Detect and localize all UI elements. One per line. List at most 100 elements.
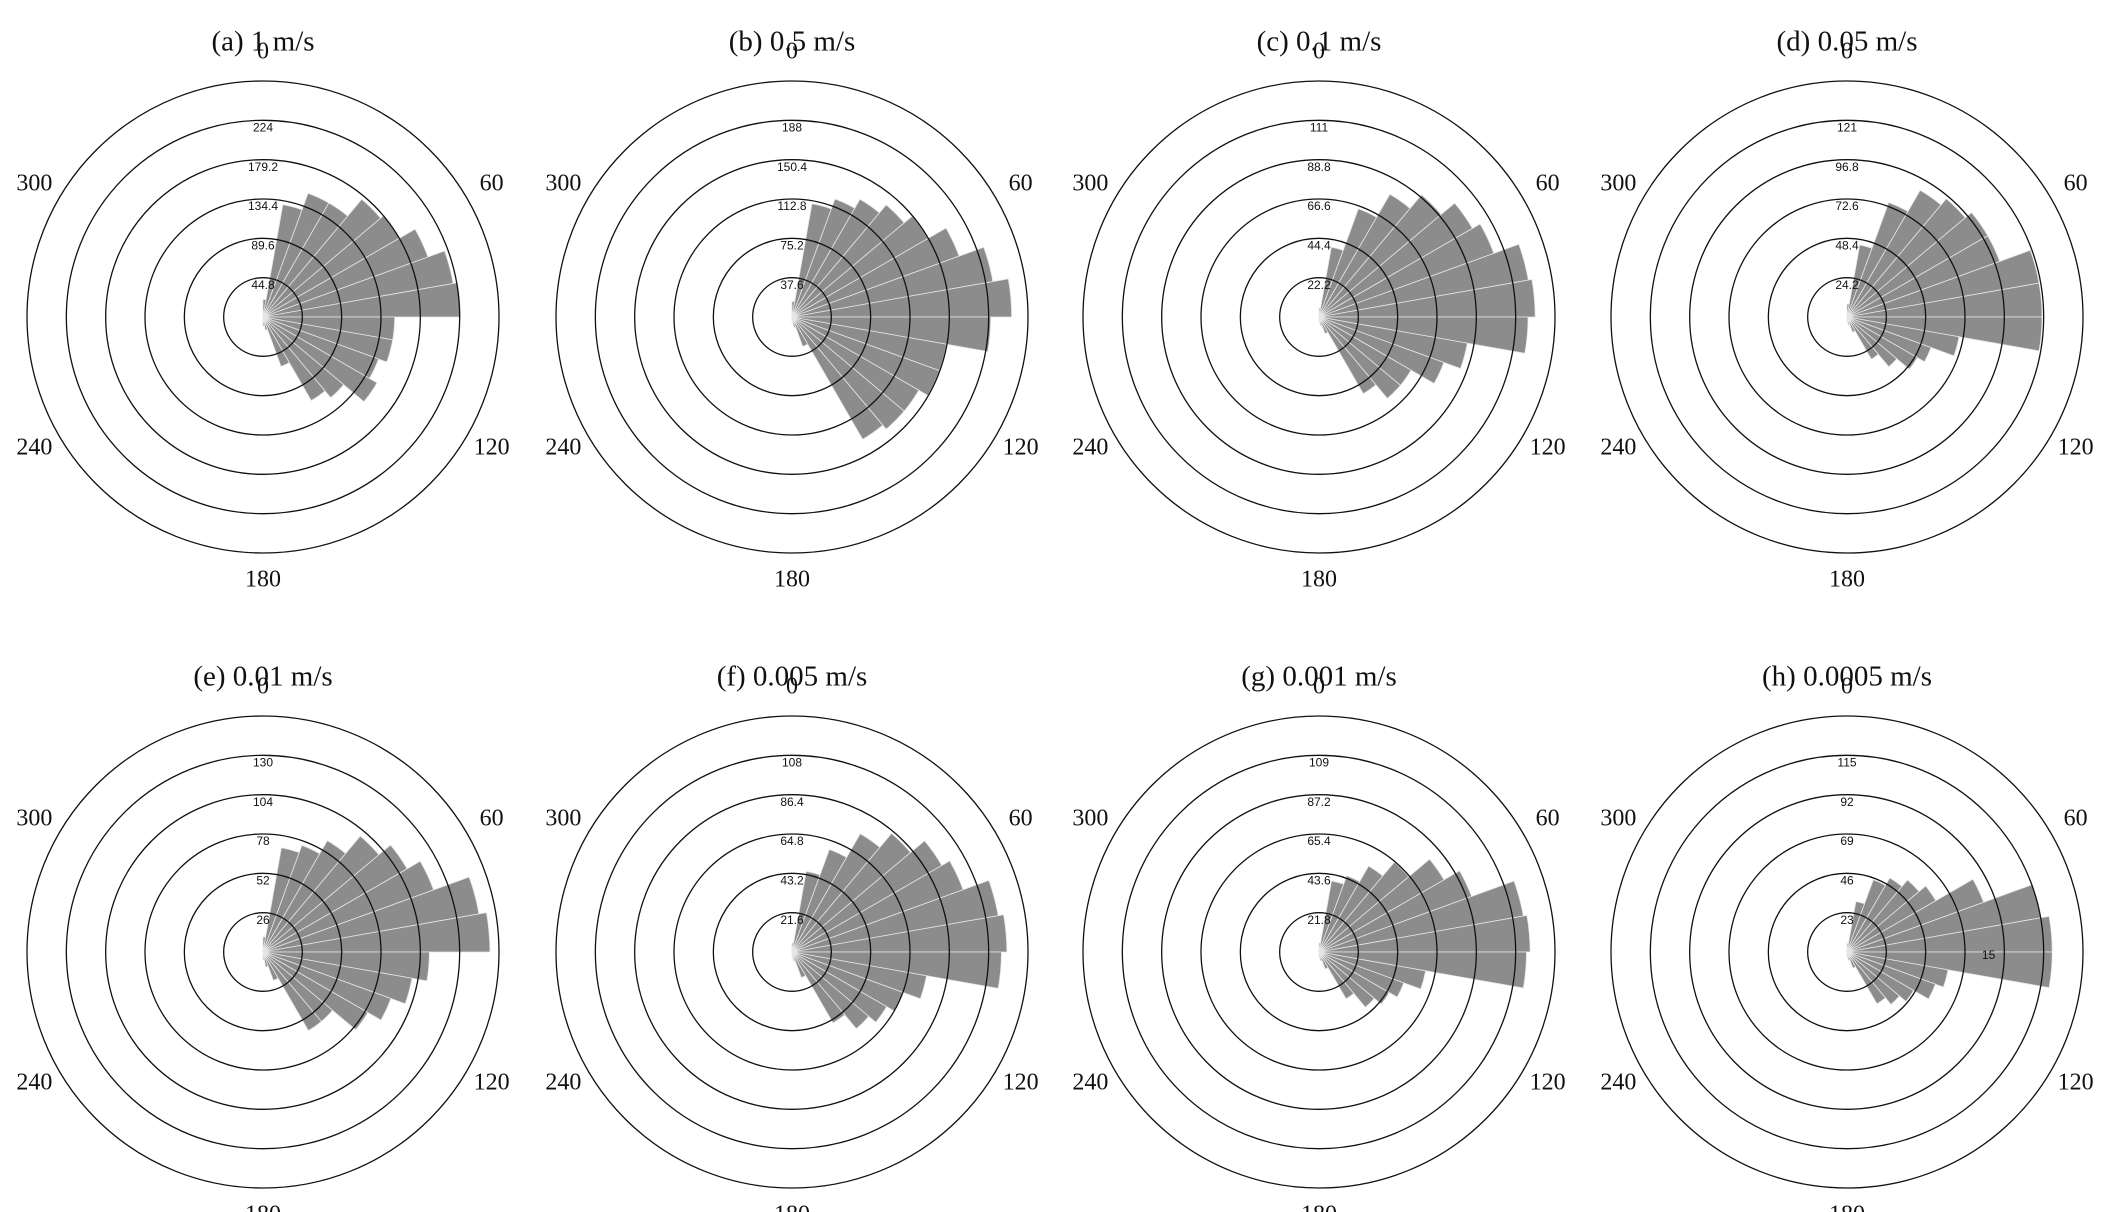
grid-ring: [1279, 912, 1359, 992]
grid-ring: [183, 237, 343, 397]
angle-tick-label: 180: [1829, 567, 1865, 593]
angle-tick-label: 180: [1301, 1202, 1337, 1212]
radial-tick-label: 72.6: [1835, 199, 1859, 213]
outer-circle: [1082, 80, 1556, 554]
wedge: [1318, 951, 1427, 990]
grid-ring: [634, 159, 950, 475]
wedge: [791, 951, 888, 1023]
wedge: [1318, 951, 1405, 998]
radial-tick-label: 112.8: [777, 199, 806, 213]
wedge: [1846, 316, 1918, 370]
radial-tick-label: 75.2: [780, 239, 804, 253]
wedge: [262, 316, 290, 368]
angle-tick-label: 60: [1009, 806, 1033, 832]
angle-tick-label: 240: [1072, 435, 1108, 461]
wedge: [1846, 316, 1932, 363]
radial-tick-label: 88.8: [1307, 160, 1331, 174]
chart-title: (a) 1 m/s: [211, 26, 314, 58]
angle-tick-label: 180: [1829, 1202, 1865, 1212]
radial-tick-label: 179.2: [248, 160, 278, 174]
angle-tick-label: 300: [1600, 171, 1636, 197]
grid-ring: [1200, 198, 1438, 436]
radial-tick-label: 224: [253, 121, 273, 135]
wedge: [791, 951, 794, 958]
angle-tick-label: 120: [474, 435, 510, 461]
wedge: [262, 316, 378, 403]
radial-tick-label: 150.4: [777, 160, 807, 174]
radial-tick-label: 111: [1310, 121, 1329, 135]
grid-ring: [65, 754, 461, 1150]
wedge: [791, 278, 1013, 318]
wedge: [1846, 951, 1857, 969]
wedge: [1846, 951, 1936, 1000]
wedge: [1846, 951, 1849, 958]
grid-ring: [1121, 119, 1517, 515]
radial-tick-label: 188: [782, 121, 802, 135]
wedge: [1318, 316, 1377, 395]
radial-tick-label: 104: [253, 795, 273, 809]
wedge: [1318, 914, 1531, 953]
angle-tick-label: 120: [1003, 435, 1039, 461]
radial-tick-label: 21.8: [1307, 913, 1331, 927]
angle-tick-label: 300: [16, 171, 52, 197]
angle-tick-label: 180: [245, 1202, 281, 1212]
wedge: [262, 951, 269, 968]
angle-tick-label: 240: [16, 435, 52, 461]
angle-tick-label: 300: [1072, 171, 1108, 197]
radial-tick-label: 43.6: [1307, 874, 1331, 888]
radial-tick-label: 64.8: [780, 834, 804, 848]
wedge: [1846, 951, 1887, 1005]
chart-title: (e) 0.01 m/s: [193, 661, 332, 693]
angle-tick-label: 0: [1841, 39, 1853, 65]
wedge: [262, 951, 265, 960]
grid-ring: [1121, 754, 1517, 1150]
angle-tick-label: 180: [1301, 567, 1337, 593]
grid-ring: [1279, 277, 1359, 357]
radial-tick-label: 86.4: [780, 795, 804, 809]
chart-title: (c) 0.1 m/s: [1257, 26, 1382, 58]
wedge: [1318, 951, 1355, 1000]
angle-tick-label: 300: [1600, 806, 1636, 832]
grid-ring: [752, 912, 832, 992]
angle-tick-label: 60: [480, 171, 504, 197]
angle-tick-label: 240: [545, 435, 581, 461]
grid-ring: [65, 119, 461, 515]
grid-ring: [1689, 159, 2005, 475]
wedge: [791, 951, 807, 979]
radial-tick-label: 21.6: [780, 913, 804, 927]
radial-tick-label: 89.6: [251, 239, 275, 253]
chart-title: (g) 0.001 m/s: [1241, 661, 1396, 693]
grid-ring: [1200, 833, 1438, 1071]
outer-circle: [1610, 80, 2084, 554]
wedge: [1318, 951, 1329, 970]
wedge: [262, 316, 394, 363]
grid-ring: [594, 119, 990, 515]
angle-tick-label: 180: [245, 567, 281, 593]
radial-tick-label: 134.4: [248, 199, 278, 213]
angle-tick-label: 120: [474, 1070, 510, 1096]
grid-ring: [712, 237, 872, 397]
grid-ring: [1728, 833, 1966, 1071]
wedge: [1318, 316, 1402, 399]
grid-ring: [752, 277, 832, 357]
angle-tick-label: 60: [1536, 171, 1560, 197]
wedge: [1318, 951, 1321, 958]
grid-ring: [594, 754, 990, 1150]
angle-tick-label: 120: [1530, 1070, 1566, 1096]
angle-tick-label: 240: [545, 1070, 581, 1096]
wedge: [1846, 316, 1849, 323]
grid-ring: [144, 833, 382, 1071]
radial-tick-label: 69: [1840, 834, 1854, 848]
radial-tick-label: 130: [253, 756, 273, 770]
wedge: [791, 316, 797, 328]
radial-tick-label: 24.2: [1835, 278, 1859, 292]
grid-ring: [105, 159, 421, 475]
grid-ring: [105, 794, 421, 1110]
chart-title: (b) 0.5 m/s: [729, 26, 855, 58]
grid-ring: [223, 277, 303, 357]
wedge: [791, 316, 809, 348]
grid-ring: [1807, 912, 1887, 992]
wedge: [791, 316, 884, 440]
angle-tick-label: 300: [545, 806, 581, 832]
